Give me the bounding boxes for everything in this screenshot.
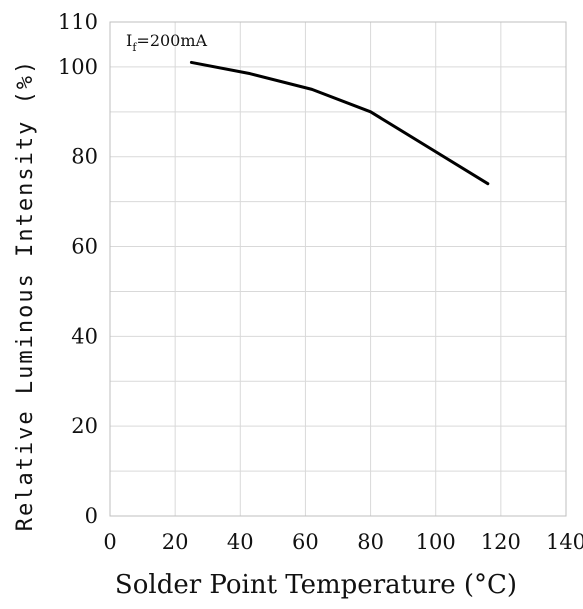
x-axis-label: Solder Point Temperature (°C) — [115, 570, 517, 600]
grid-lines — [109, 21, 567, 517]
x-tick-label: 120 — [481, 530, 521, 554]
y-tick-label: 110 — [58, 10, 98, 34]
y-tick-label: 40 — [71, 324, 98, 348]
x-tick-label: 100 — [416, 530, 456, 554]
y-tick-label: 0 — [85, 504, 98, 528]
y-axis-label: Relative Luminous Intensity (%) — [13, 59, 38, 532]
x-tick-labels: 0 20 40 60 80 100 120 140 — [103, 530, 583, 554]
y-tick-label: 80 — [71, 145, 98, 169]
plot-frame — [109, 21, 567, 517]
y-tick-label: 100 — [58, 55, 98, 79]
series-line — [189, 60, 490, 186]
x-tick-label: 20 — [162, 530, 189, 554]
x-tick-label: 80 — [357, 530, 384, 554]
current-annotation: If=200mA — [126, 31, 208, 54]
x-tick-label: 40 — [227, 530, 254, 554]
y-tick-labels: 0 20 40 60 80 100 110 — [58, 10, 98, 528]
x-tick-label: 0 — [103, 530, 116, 554]
x-tick-label: 60 — [292, 530, 319, 554]
y-tick-label: 60 — [71, 235, 98, 259]
series-layer — [189, 60, 490, 186]
x-tick-label: 140 — [546, 530, 583, 554]
y-tick-label: 20 — [71, 414, 98, 438]
